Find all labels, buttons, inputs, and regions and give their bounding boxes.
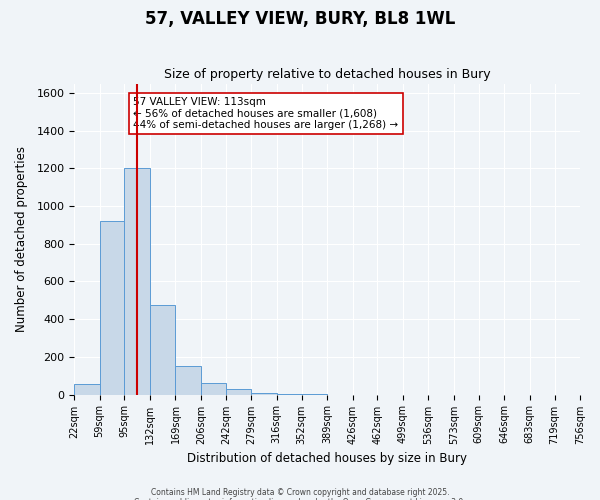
Bar: [74, 384, 100, 394]
Bar: [251, 392, 277, 394]
Bar: [226, 389, 251, 394]
Y-axis label: Number of detached properties: Number of detached properties: [15, 146, 28, 332]
Bar: [175, 366, 201, 394]
Bar: [201, 384, 226, 394]
Bar: [124, 168, 150, 394]
Text: 57, VALLEY VIEW, BURY, BL8 1WL: 57, VALLEY VIEW, BURY, BL8 1WL: [145, 10, 455, 28]
Bar: [100, 221, 124, 394]
Text: 57 VALLEY VIEW: 113sqm
← 56% of detached houses are smaller (1,608)
44% of semi-: 57 VALLEY VIEW: 113sqm ← 56% of detached…: [133, 97, 398, 130]
Title: Size of property relative to detached houses in Bury: Size of property relative to detached ho…: [164, 68, 490, 81]
Text: Contains HM Land Registry data © Crown copyright and database right 2025.: Contains HM Land Registry data © Crown c…: [151, 488, 449, 497]
X-axis label: Distribution of detached houses by size in Bury: Distribution of detached houses by size …: [187, 452, 467, 465]
Text: Contains public sector information licensed under the Open Government Licence v3: Contains public sector information licen…: [134, 498, 466, 500]
Bar: [150, 305, 175, 394]
